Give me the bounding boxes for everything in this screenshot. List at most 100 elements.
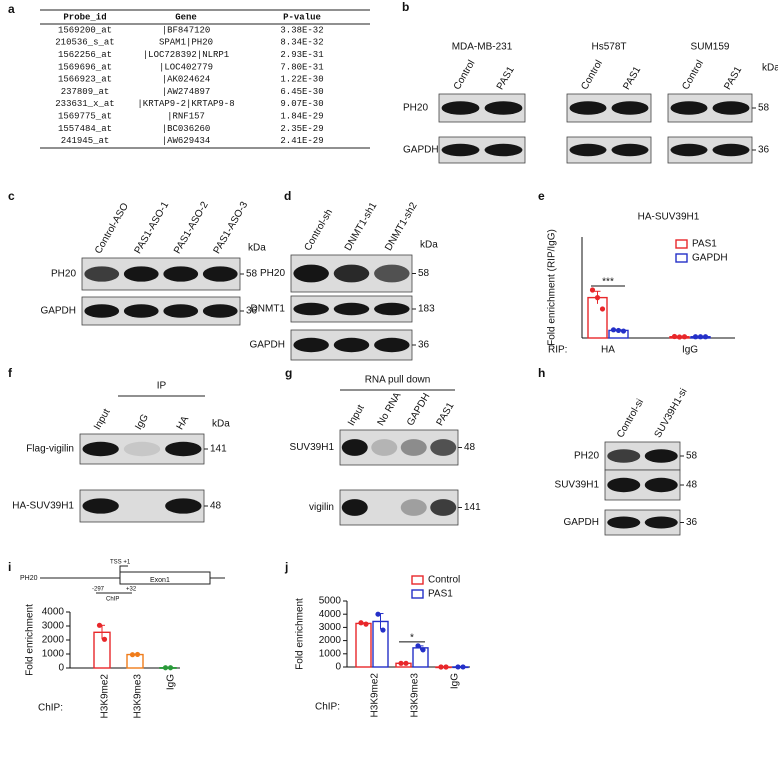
blot-band — [400, 499, 427, 516]
data-point — [415, 643, 421, 649]
size-label: 58 — [418, 268, 430, 279]
lane-label: Control-ASO — [93, 201, 131, 256]
data-point — [702, 334, 709, 340]
panel-label: i — [8, 560, 11, 574]
lane-label: PAS1 — [495, 64, 517, 91]
y-tick-label: 0 — [335, 662, 341, 673]
table-cell: 1557484_at — [58, 124, 112, 134]
data-point — [610, 327, 617, 333]
table-cell: 1566923_at — [58, 75, 112, 85]
protein-label: SUV39H1 — [290, 442, 335, 453]
data-point — [697, 334, 704, 340]
lane-label: Control-sh — [303, 207, 336, 252]
tss-label: TSS +1 — [110, 560, 131, 566]
blot-band — [202, 266, 238, 282]
lane-label: PAS1 — [435, 400, 457, 427]
region-start: -297 — [92, 587, 105, 593]
data-point — [589, 287, 596, 293]
size-label: 141 — [464, 502, 481, 513]
data-point — [615, 327, 622, 334]
data-point — [692, 334, 699, 340]
blot-band — [670, 101, 708, 115]
table-cell: |RNF157 — [167, 111, 205, 121]
table-cell: 9.07E-30 — [280, 99, 323, 109]
protein-label: vigilin — [309, 502, 334, 513]
lane-label: IgG — [133, 412, 151, 432]
panel-label: d — [284, 189, 291, 203]
blot-band — [644, 449, 678, 463]
data-point — [443, 664, 449, 670]
legend-swatch — [411, 589, 424, 599]
data-point — [620, 328, 627, 334]
data-point — [398, 660, 404, 666]
blot-band — [293, 264, 329, 283]
lane-label: HA — [175, 414, 192, 432]
size-label: 36 — [758, 145, 770, 156]
blot-band — [484, 101, 523, 115]
lane-label: SUV39H1-si — [653, 387, 690, 440]
protein-label: PH20 — [260, 268, 285, 279]
header-label: IP — [157, 381, 167, 392]
blot-band — [712, 143, 750, 157]
cell-line: Hs578T — [591, 42, 626, 53]
table-cell: |AW274897 — [162, 87, 211, 97]
size-label: 58 — [686, 451, 698, 462]
header-label: RNA pull down — [365, 375, 431, 386]
protein-label: HA-SUV39H1 — [12, 501, 74, 512]
data-point — [96, 622, 103, 628]
lane-label: No RNA — [376, 390, 404, 428]
table-header: P-value — [283, 12, 321, 22]
table-cell: 1569696_at — [58, 62, 112, 72]
chart-title: HA-SUV39H1 — [638, 212, 700, 223]
lane-label: DNMT1-sh1 — [343, 200, 380, 253]
blot-band — [712, 101, 750, 115]
table-cell: 8.34E-32 — [280, 38, 323, 48]
blot-band — [441, 143, 480, 157]
table-cell: |LOC402779 — [159, 62, 213, 72]
legend-label: PAS1 — [692, 239, 717, 250]
y-tick-label: 2000 — [319, 635, 342, 646]
legend-label: PAS1 — [428, 589, 453, 600]
y-axis-label: Fold enrichment — [295, 598, 306, 670]
x-tick-label: HA — [601, 345, 615, 356]
lane-label: Input — [92, 407, 113, 432]
lane-label: PAS1 — [722, 64, 744, 91]
lane-label: GAPDH — [405, 392, 432, 428]
protein-label: GAPDH — [249, 340, 285, 351]
unit-label: kDa — [248, 243, 266, 254]
protein-label: PH20 — [51, 269, 76, 280]
x-tick-label: H3K9me2 — [100, 674, 111, 719]
table-cell: |KRTAP9-2|KRTAP9-8 — [137, 99, 234, 109]
blot-band — [611, 143, 649, 157]
blot-band — [569, 143, 607, 157]
data-point — [358, 620, 364, 626]
table-cell: 7.80E-31 — [280, 62, 323, 72]
unit-label: kDa — [762, 63, 778, 74]
size-label: 48 — [464, 442, 476, 453]
y-tick-label: 3000 — [319, 622, 342, 633]
data-point — [599, 306, 606, 312]
data-point — [375, 611, 381, 617]
data-point — [671, 333, 678, 340]
data-point — [363, 621, 369, 627]
y-tick-label: 1000 — [319, 648, 342, 659]
table-header: Probe_id — [63, 12, 106, 22]
data-point — [167, 665, 174, 671]
x-tick-label: IgG — [450, 673, 461, 689]
blot-band — [430, 439, 457, 456]
blot-band — [293, 302, 329, 316]
table-header: Gene — [175, 12, 197, 22]
region-end: +32 — [126, 587, 137, 593]
cell-line: SUM159 — [691, 42, 730, 53]
blot-band — [84, 266, 120, 282]
data-point — [455, 664, 461, 670]
y-tick-label: 5000 — [319, 596, 342, 607]
panel-label: e — [538, 189, 545, 203]
lane-label: Control — [579, 58, 605, 91]
blot-band — [123, 441, 161, 457]
data-point — [594, 295, 601, 301]
region-label: ChIP — [106, 597, 119, 603]
x-prefix: RIP: — [548, 345, 567, 356]
protein-label: DNMT1 — [251, 304, 286, 315]
lane-label: PAS1-ASO-3 — [212, 200, 251, 256]
